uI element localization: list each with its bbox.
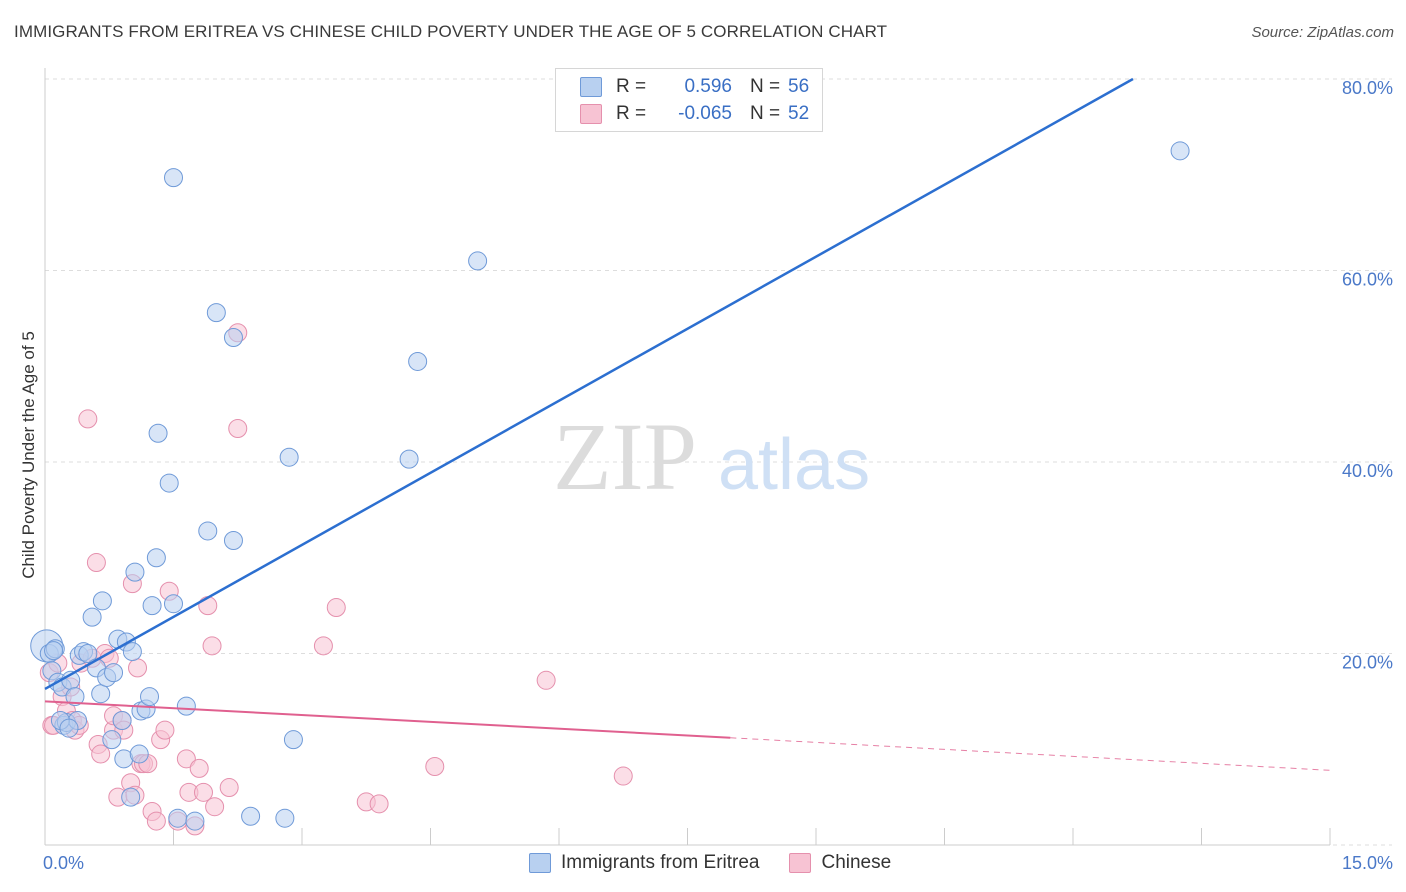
- eritrea-point: [148, 423, 168, 443]
- eritrea-point: [121, 787, 141, 807]
- eritrea-trend-line: [44, 77, 1134, 691]
- chinese-point: [176, 749, 196, 769]
- legend-row-eritrea: R = 0.596 N = 56: [580, 74, 809, 100]
- correlation-legend: R = 0.596 N = 56 R = -0.065 N = 52: [555, 68, 823, 132]
- eritrea-point: [65, 687, 85, 707]
- y-tick-label: 40.0%: [1342, 461, 1393, 481]
- chinese-point: [369, 794, 389, 814]
- legend-r-value: 0.596: [684, 76, 732, 97]
- eritrea-point: [91, 684, 111, 704]
- legend-item-chinese: Chinese: [789, 852, 891, 874]
- chinese-point: [78, 409, 98, 429]
- eritrea-point: [104, 663, 124, 683]
- eritrea-point: [146, 548, 166, 568]
- eritrea-point: [140, 687, 160, 707]
- y-tick-label: 80.0%: [1342, 78, 1393, 98]
- legend-r-value: -0.065: [678, 103, 732, 124]
- watermark-zip: ZIP: [553, 403, 697, 510]
- eritrea-point: [159, 473, 179, 493]
- eritrea-point: [102, 730, 122, 750]
- chinese-point: [189, 758, 209, 778]
- x-tick-label-max: 15.0%: [1342, 853, 1393, 873]
- eritrea-point: [279, 447, 299, 467]
- legend-n-value: 52: [788, 103, 810, 124]
- eritrea-point: [125, 562, 145, 582]
- watermark-atlas: atlas: [718, 425, 870, 505]
- eritrea-point: [176, 696, 196, 716]
- chinese-point: [425, 756, 445, 776]
- legend-item-eritrea: Immigrants from Eritrea: [529, 852, 759, 874]
- chinese-point: [202, 636, 222, 656]
- eritrea-point: [168, 808, 188, 828]
- legend-r-label: R =: [616, 76, 647, 97]
- chinese-point: [146, 811, 166, 831]
- chinese-point: [205, 797, 225, 817]
- eritrea-point: [164, 168, 183, 188]
- legend-swatch-chinese: [580, 104, 602, 124]
- chinese-point: [613, 766, 633, 786]
- eritrea-point: [78, 644, 98, 663]
- chinese-point: [326, 598, 346, 618]
- chinese-trend-extension: [730, 737, 1331, 771]
- eritrea-point: [129, 744, 149, 764]
- chinese-point: [86, 553, 106, 573]
- legend-swatch-eritrea: [580, 77, 602, 97]
- legend-n-value: 56: [788, 76, 810, 97]
- legend-label-eritrea: Immigrants from Eritrea: [561, 852, 760, 873]
- eritrea-point: [223, 328, 243, 348]
- chinese-point: [198, 596, 218, 616]
- x-tick-label-min: 0.0%: [43, 853, 84, 873]
- eritrea-point: [92, 591, 112, 611]
- chinese-point: [193, 782, 213, 802]
- eritrea-point: [399, 449, 419, 469]
- chinese-trend-line: [44, 700, 731, 739]
- eritrea-point: [198, 521, 218, 541]
- axes: [44, 68, 1331, 846]
- watermark: ZIP atlas: [553, 403, 870, 510]
- eritrea-point: [44, 641, 64, 661]
- chinese-point: [228, 418, 248, 438]
- x-tick-labels: 0.0% 15.0%: [43, 853, 1393, 873]
- eritrea-point: [468, 251, 488, 271]
- legend-row-chinese: R = -0.065 N = 52: [580, 101, 809, 127]
- eritrea-point: [185, 811, 205, 831]
- legend-n-label: N =: [750, 103, 781, 124]
- eritrea-point: [112, 711, 132, 731]
- eritrea-point: [283, 730, 303, 750]
- legend-swatch-eritrea: [529, 853, 551, 873]
- legend-n-label: N =: [750, 76, 781, 97]
- eritrea-point: [241, 806, 261, 826]
- eritrea-point: [82, 607, 102, 627]
- series-legend: Immigrants from Eritrea Chinese: [529, 852, 921, 874]
- eritrea-point: [59, 718, 79, 738]
- chinese-point: [313, 636, 333, 656]
- chinese-point: [536, 670, 556, 690]
- legend-r-label: R =: [616, 103, 647, 124]
- chinese-point: [128, 658, 148, 678]
- eritrea-point: [275, 808, 295, 828]
- eritrea-point: [206, 303, 226, 323]
- chinese-point: [155, 720, 175, 740]
- trend-lines: [44, 77, 1331, 771]
- eritrea-point: [223, 531, 243, 551]
- y-tick-labels: 20.0% 40.0% 60.0% 80.0%: [1342, 78, 1393, 673]
- legend-swatch-chinese: [789, 853, 812, 873]
- chart-title: IMMIGRANTS FROM ERITREA VS CHINESE CHILD…: [14, 22, 888, 41]
- y-axis-title: Child Poverty Under the Age of 5: [19, 331, 38, 579]
- legend-label-chinese: Chinese: [821, 852, 892, 873]
- chinese-point: [91, 744, 111, 764]
- eritrea-point: [408, 351, 428, 371]
- eritrea-point: [142, 596, 162, 616]
- y-tick-label: 20.0%: [1342, 653, 1393, 673]
- eritrea-point: [164, 594, 183, 614]
- eritrea-point: [1170, 141, 1190, 161]
- eritrea-points: [30, 141, 1190, 831]
- eritrea-point: [122, 642, 142, 662]
- chinese-point: [219, 778, 239, 798]
- source-label: Source: ZipAtlas.com: [1251, 24, 1394, 41]
- y-tick-label: 60.0%: [1342, 270, 1393, 290]
